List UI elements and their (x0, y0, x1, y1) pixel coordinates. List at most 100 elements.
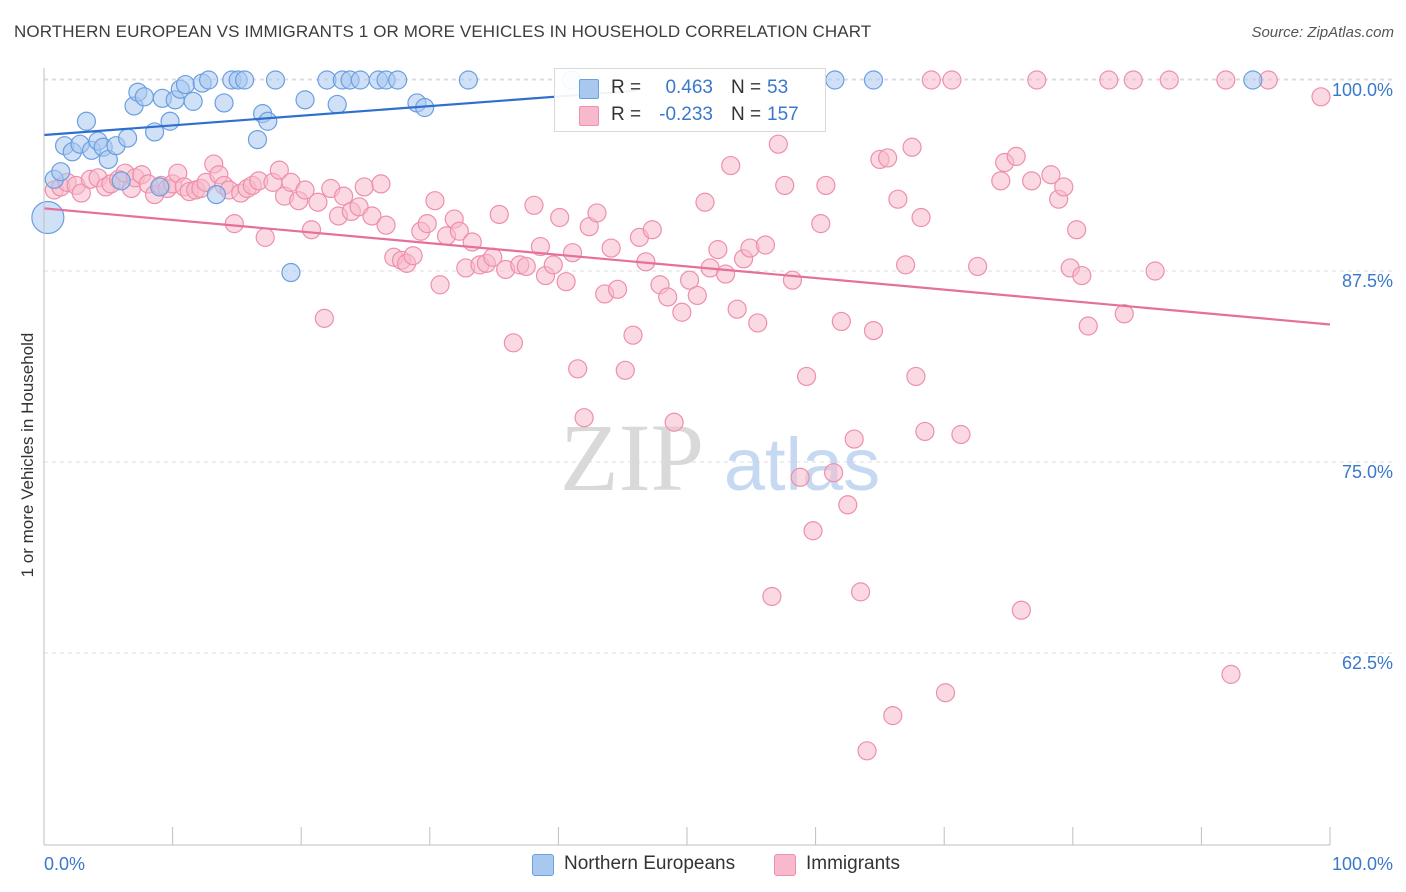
point-immigrant (755, 235, 776, 255)
stats-legend: R = 0.463 N = 53 R = -0.233 N = 157 (554, 68, 826, 132)
point-immigrant (403, 246, 423, 266)
point-immigrant (921, 70, 941, 90)
point-northern-european (458, 70, 478, 90)
grid (44, 78, 1392, 654)
point-immigrant (556, 272, 576, 292)
point-immigrant (354, 177, 374, 197)
stats-row-immigrants: R = -0.233 N = 157 (555, 101, 825, 129)
r-value: 0.463 (665, 77, 713, 98)
point-immigrant (811, 214, 831, 234)
point-northern-european (825, 70, 845, 90)
point-northern-european (247, 129, 268, 150)
point-immigrant (1221, 664, 1241, 684)
trend-lines (43, 89, 1331, 326)
point-immigrant (607, 279, 628, 299)
point-immigrant (915, 421, 935, 442)
point-immigrant (449, 221, 469, 241)
point-immigrant (831, 311, 851, 332)
point-northern-european (1243, 70, 1263, 90)
stats-row-northern-europeans: R = 0.463 N = 53 (555, 74, 825, 102)
point-immigrant (796, 366, 817, 387)
point-northern-european (51, 162, 71, 182)
point-immigrant (768, 134, 788, 154)
point-immigrant (1311, 87, 1331, 107)
point-immigrant (942, 70, 962, 90)
point-immigrant (816, 175, 836, 196)
point-immigrant (748, 313, 768, 333)
point-northern-european (160, 111, 180, 131)
y-tick-label: 87.5% (1342, 271, 1393, 291)
n-value: 53 (767, 77, 789, 98)
point-immigrant (314, 308, 334, 328)
point-immigrant (708, 240, 728, 260)
point-northern-european (111, 171, 131, 191)
point-immigrant (878, 148, 898, 168)
point-immigrant (601, 238, 621, 258)
blue-swatch (579, 79, 599, 99)
point-immigrant (935, 683, 956, 703)
point-immigrant (1114, 304, 1134, 324)
point-northern-european (863, 70, 884, 90)
point-immigrant (991, 171, 1011, 191)
point-northern-european (150, 177, 170, 197)
point-immigrant (844, 429, 864, 449)
point-immigrant (888, 189, 908, 209)
point-immigrant (1027, 70, 1047, 90)
point-immigrant (1041, 165, 1061, 185)
point-northern-european (206, 185, 226, 205)
point-northern-european (214, 93, 234, 113)
point-immigrant (782, 270, 803, 290)
point-immigrant (530, 236, 550, 257)
y-tick-label: 100.0% (1332, 80, 1393, 100)
point-northern-european (235, 70, 255, 90)
point-northern-european (265, 70, 286, 90)
point-northern-european (175, 74, 196, 95)
r-label: R = (611, 104, 642, 125)
trend-line-northern-europeans (43, 89, 636, 137)
point-immigrant (1078, 316, 1098, 336)
point-immigrant (425, 191, 445, 211)
r-value: -0.233 (659, 104, 713, 125)
point-immigrant (524, 195, 544, 215)
x-tick-label: 0.0% (44, 854, 85, 874)
point-immigrant (1072, 265, 1092, 286)
point-immigrant (301, 220, 322, 240)
point-immigrant (775, 175, 795, 196)
point-immigrant (658, 287, 678, 307)
point-immigrant (568, 359, 588, 379)
series-legend: Northern Europeans Immigrants (0, 852, 1406, 878)
data-points (31, 70, 1331, 761)
point-northern-european (76, 111, 97, 131)
point-immigrant (1067, 220, 1087, 240)
point-immigrant (679, 270, 700, 290)
n-label: N = (731, 77, 762, 98)
point-northern-european (350, 70, 370, 90)
point-immigrant (863, 320, 884, 341)
point-immigrant (1159, 70, 1179, 90)
point-northern-european (117, 128, 138, 148)
point-northern-european (258, 111, 278, 131)
point-immigrant (883, 706, 903, 726)
point-immigrant (740, 238, 760, 258)
point-northern-european (327, 94, 347, 115)
point-immigrant (269, 160, 289, 180)
point-immigrant (334, 186, 354, 206)
y-tick-label: 75.0% (1342, 462, 1393, 482)
x-tick-label: 100.0% (1332, 854, 1393, 874)
point-immigrant (615, 360, 635, 380)
point-immigrant (362, 206, 382, 226)
point-immigrant (672, 302, 692, 322)
point-immigrant (376, 215, 396, 235)
source-label: Source: ZipAtlas.com (1251, 24, 1394, 41)
point-immigrant (695, 192, 715, 212)
point-immigrant (762, 586, 782, 607)
axes: 62.5% 75.0% 87.5% 100.0% 0.0% 100.0% (43, 68, 1393, 874)
point-immigrant (587, 203, 607, 223)
point-immigrant (1216, 70, 1236, 90)
pink-swatch (579, 106, 599, 126)
point-immigrant (503, 333, 523, 353)
watermark: ZIP atlas (560, 404, 880, 511)
point-immigrant (911, 207, 931, 228)
point-immigrant (727, 299, 747, 319)
